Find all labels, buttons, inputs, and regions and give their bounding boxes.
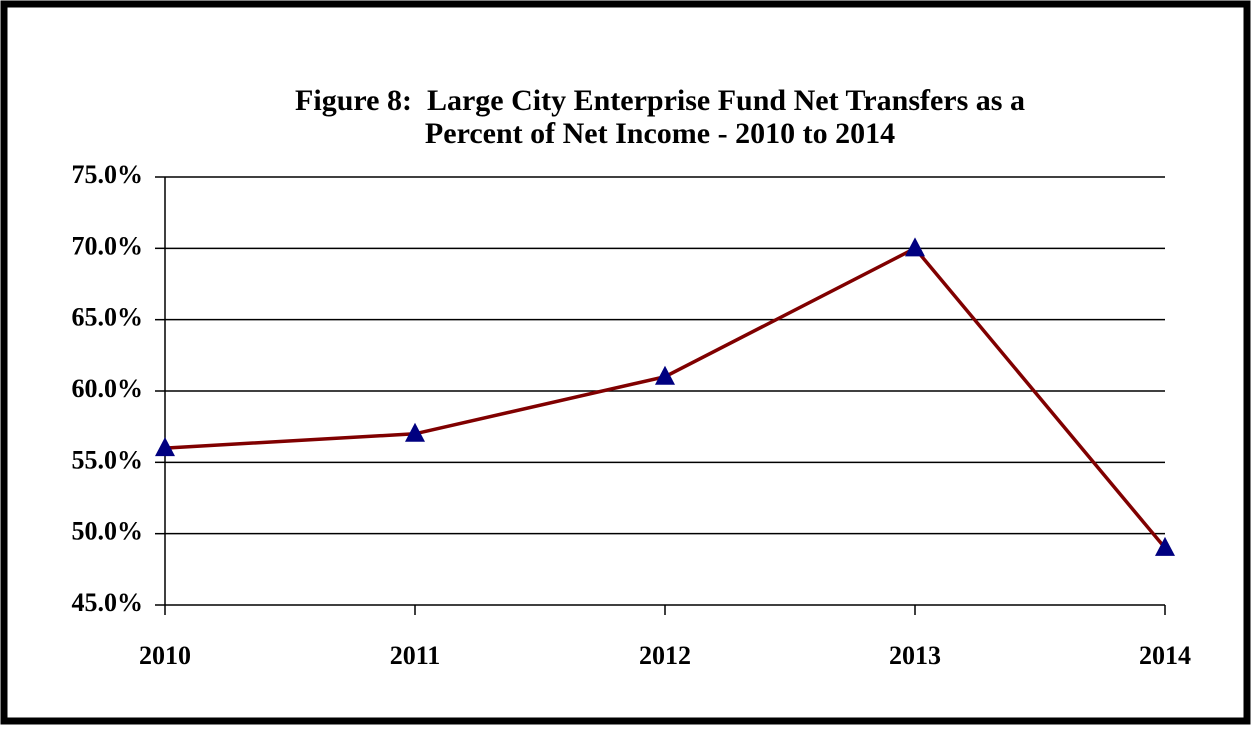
chart-title: Figure 8: Large City Enterprise Fund Net… <box>295 84 1025 117</box>
x-tick-label: 2010 <box>139 641 191 670</box>
x-tick-label: 2013 <box>889 641 941 670</box>
y-tick-label: 50.0% <box>72 517 144 546</box>
x-tick-label: 2014 <box>1139 641 1191 670</box>
y-tick-label: 55.0% <box>72 445 144 474</box>
x-tick-label: 2011 <box>390 641 441 670</box>
x-tick-label: 2012 <box>639 641 691 670</box>
y-tick-label: 65.0% <box>72 303 144 332</box>
y-tick-label: 75.0% <box>72 160 144 189</box>
y-tick-label: 60.0% <box>72 374 144 403</box>
y-tick-label: 45.0% <box>72 588 144 617</box>
data-marker <box>1155 536 1175 556</box>
data-marker <box>405 422 425 442</box>
data-marker <box>155 437 175 457</box>
data-marker <box>905 237 925 257</box>
data-marker <box>655 365 675 385</box>
chart-title: Percent of Net Income - 2010 to 2014 <box>425 117 895 150</box>
y-tick-label: 70.0% <box>72 231 144 260</box>
